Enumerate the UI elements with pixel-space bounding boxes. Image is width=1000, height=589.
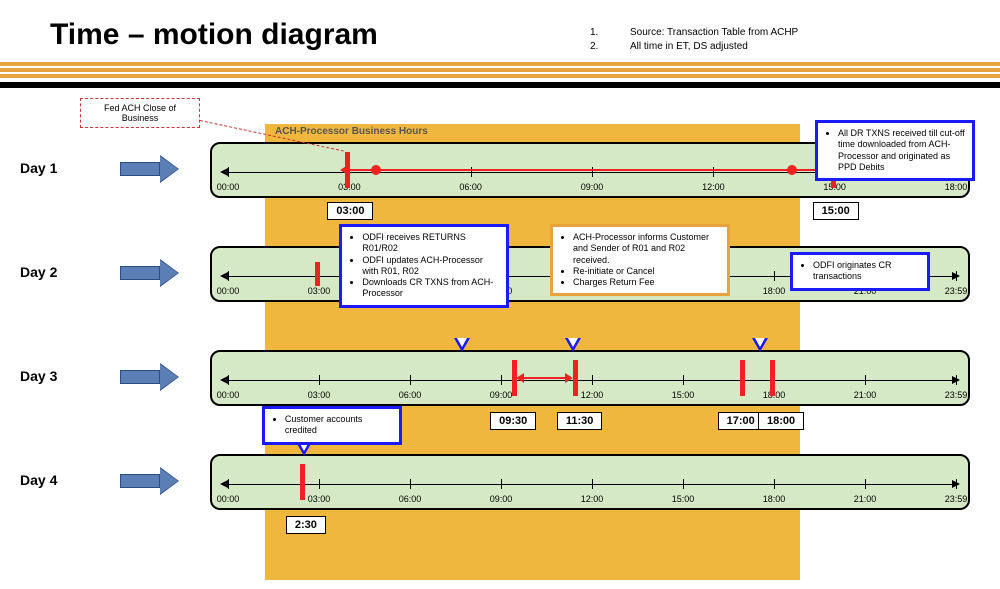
time-label: 17:00 bbox=[718, 412, 764, 430]
callout: Customer accounts credited bbox=[262, 406, 402, 445]
event-marker bbox=[512, 360, 517, 396]
callout-pointer bbox=[752, 338, 768, 352]
time-label: 09:30 bbox=[490, 412, 536, 430]
time-label: 11:30 bbox=[557, 412, 603, 430]
tick-label: 06:00 bbox=[399, 494, 422, 504]
tick-label: 23:59 bbox=[945, 494, 968, 504]
business-hours-label: ACH-Processor Business Hours bbox=[275, 126, 428, 137]
event-marker bbox=[315, 262, 320, 286]
notes-list: 1.Source: Transaction Table from ACHP 2.… bbox=[590, 26, 798, 54]
callout: All DR TXNS received till cut-off time d… bbox=[815, 120, 975, 181]
tick-label: 06:00 bbox=[459, 182, 482, 192]
tick-label: 23:59 bbox=[945, 390, 968, 400]
page-title: Time – motion diagram bbox=[50, 18, 378, 52]
timeline: 00:0003:0006:0009:0012:0015:0018:0021:00… bbox=[210, 350, 970, 406]
decor-bar-black bbox=[0, 82, 1000, 88]
tick-label: 12:00 bbox=[702, 182, 725, 192]
callout: ODFI receives RETURNS R01/R02ODFI update… bbox=[339, 224, 509, 308]
callout-pointer bbox=[454, 338, 470, 352]
day-arrow-icon bbox=[120, 468, 180, 494]
event-span bbox=[523, 377, 565, 379]
day-arrow-icon bbox=[120, 260, 180, 286]
tick-label: 09:00 bbox=[490, 494, 513, 504]
decor-bar-orange-3 bbox=[0, 74, 1000, 78]
time-label: 2:30 bbox=[286, 516, 326, 534]
tick-label: 00:00 bbox=[217, 494, 240, 504]
tick-label: 09:00 bbox=[490, 390, 513, 400]
timeline: 00:00 03:00 06:00 09:00 12:00 15:00 18:00 21:00… bbox=[210, 454, 970, 510]
time-label: 15:00 bbox=[813, 202, 859, 220]
tick-label: 06:00 bbox=[399, 390, 422, 400]
event-marker bbox=[345, 152, 350, 188]
tick-label: 12:00 bbox=[581, 494, 604, 504]
tick-label: 00:00 bbox=[217, 286, 240, 296]
tick-label: 12:00 bbox=[581, 390, 604, 400]
tick-label: 03:00 bbox=[308, 390, 331, 400]
fed-close-callout: Fed ACH Close of Business bbox=[80, 98, 200, 128]
callout-pointer bbox=[565, 338, 581, 352]
tick-label: 18:00 bbox=[763, 494, 786, 504]
time-label: 03:00 bbox=[327, 202, 373, 220]
event-dot bbox=[371, 165, 381, 175]
day-label: Day 1 bbox=[20, 160, 57, 176]
callout: ODFI originates CR transactions bbox=[790, 252, 930, 291]
tick-label: 15:00 bbox=[672, 494, 695, 504]
day-label: Day 3 bbox=[20, 368, 57, 384]
decor-bar-orange-1 bbox=[0, 62, 1000, 66]
event-marker bbox=[740, 360, 745, 396]
callout: ACH-Processor informs Customer and Sende… bbox=[550, 224, 730, 296]
day-label: Day 2 bbox=[20, 264, 57, 280]
tick-label: 21:00 bbox=[854, 494, 877, 504]
tick-label: 21:00 bbox=[854, 390, 877, 400]
tick-label: 23:59 bbox=[945, 286, 968, 296]
tick-label: 18:00 bbox=[763, 286, 786, 296]
tick-label: 00:00 bbox=[217, 390, 240, 400]
tick-label: 09:00 bbox=[581, 182, 604, 192]
tick-label: 15:00 bbox=[672, 390, 695, 400]
event-marker bbox=[573, 360, 578, 396]
decor-bar-orange-2 bbox=[0, 68, 1000, 72]
day-label: Day 4 bbox=[20, 472, 57, 488]
diagram-area: ACH-Processor Business Hours Day 1 00:00 03… bbox=[20, 100, 980, 579]
tick-label: 00:00 bbox=[217, 182, 240, 192]
event-marker bbox=[770, 360, 775, 396]
tick-label: 03:00 bbox=[308, 494, 331, 504]
time-label: 18:00 bbox=[758, 412, 804, 430]
event-span bbox=[347, 169, 832, 171]
day-arrow-icon bbox=[120, 364, 180, 390]
event-marker bbox=[300, 464, 305, 500]
day-arrow-icon bbox=[120, 156, 180, 182]
event-dot bbox=[787, 165, 797, 175]
tick-label: 03:00 bbox=[308, 286, 331, 296]
tick-label: 18:00 bbox=[945, 182, 968, 192]
